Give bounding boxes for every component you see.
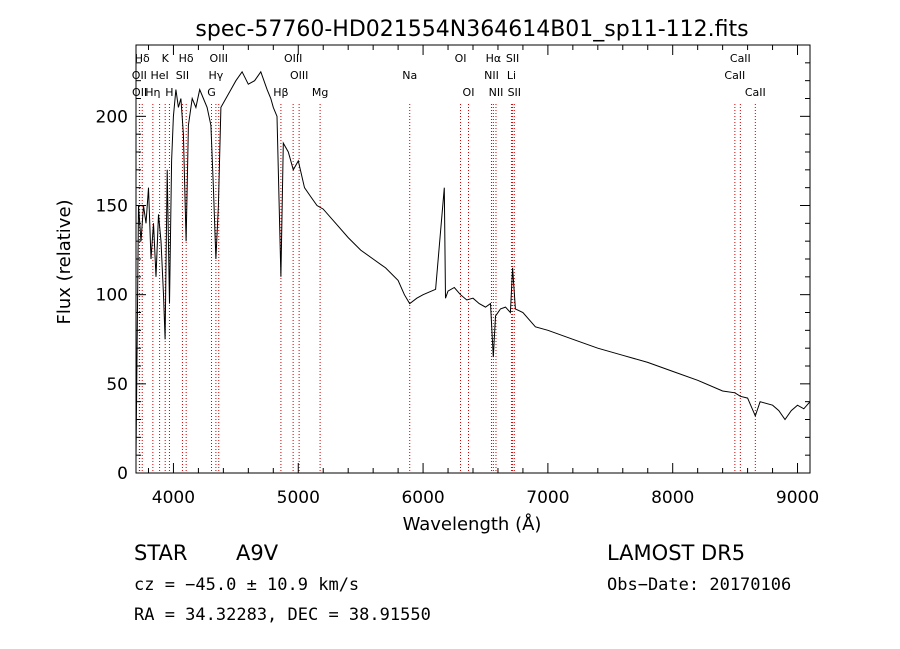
line-label-9: OIII: [210, 52, 228, 65]
line-label-1: OII: [132, 69, 147, 82]
line-label-26: CaII: [724, 69, 745, 82]
line-label-5: Hη: [145, 86, 160, 99]
spectrum-line: [135, 70, 811, 459]
line-label-19: Hα: [486, 52, 502, 65]
object-type: STAR: [134, 541, 188, 565]
line-label-12: Hβ: [273, 86, 288, 99]
plot-frame: [135, 44, 811, 474]
y-tick-label: 200: [96, 107, 128, 127]
line-label-21: NII: [489, 86, 504, 99]
line-label-25: CaII: [730, 52, 751, 65]
observation-date: Obs−Date: 20170106: [607, 575, 792, 595]
line-label-4: HeI: [150, 69, 168, 82]
line-label-18: OI: [463, 86, 475, 99]
survey-name: LAMOST DR5: [607, 541, 746, 565]
y-axis-label: Flux (relative): [54, 199, 75, 324]
chart-title: spec-57760-HD021554N364614B01_sp11-112.f…: [195, 17, 748, 42]
line-label-15: Mg: [312, 86, 328, 99]
line-label-16: Na: [402, 69, 417, 82]
redshift-velocity: cz = −45.0 ± 10.9 km/s: [134, 575, 360, 595]
line-label-3: K: [162, 52, 170, 65]
coordinates: RA = 34.32283, DEC = 38.91550: [134, 605, 431, 625]
spectral-line-markers: [138, 104, 756, 473]
line-label-7: SII: [176, 69, 189, 82]
line-label-6: Hδ: [179, 52, 194, 65]
x-axis: 4000 5000 6000 7000 8000 9000: [147, 45, 819, 508]
x-tick-label: 7000: [526, 488, 569, 508]
spectral-class: A9V: [236, 541, 279, 565]
line-label-13: OIII: [284, 52, 302, 65]
x-tick-label: 8000: [651, 488, 694, 508]
line-label-0: Hδ: [135, 52, 150, 65]
line-label-11: G: [207, 86, 216, 99]
line-label-20: NII: [484, 69, 499, 82]
y-axis: 0 50 100 150 200: [96, 62, 810, 484]
line-label-14: OIII: [290, 69, 308, 82]
y-tick-label: 50: [106, 375, 128, 395]
x-tick-label: 6000: [401, 488, 444, 508]
x-tick-label: 9000: [776, 488, 819, 508]
y-tick-label: 150: [96, 197, 128, 217]
y-tick-label: 0: [117, 464, 128, 484]
line-label-23: Li: [507, 69, 516, 82]
x-tick-label: 4000: [152, 488, 195, 508]
x-axis-label: Wavelength (Å): [403, 513, 542, 535]
line-label-8: H: [165, 86, 173, 99]
line-label-17: OI: [455, 52, 467, 65]
line-label-27: CaII: [745, 86, 766, 99]
line-label-24: SII: [508, 86, 521, 99]
x-tick-label: 5000: [277, 488, 320, 508]
line-label-10: Hγ: [208, 69, 223, 82]
line-label-22: SII: [506, 52, 519, 65]
y-tick-label: 100: [96, 286, 128, 306]
